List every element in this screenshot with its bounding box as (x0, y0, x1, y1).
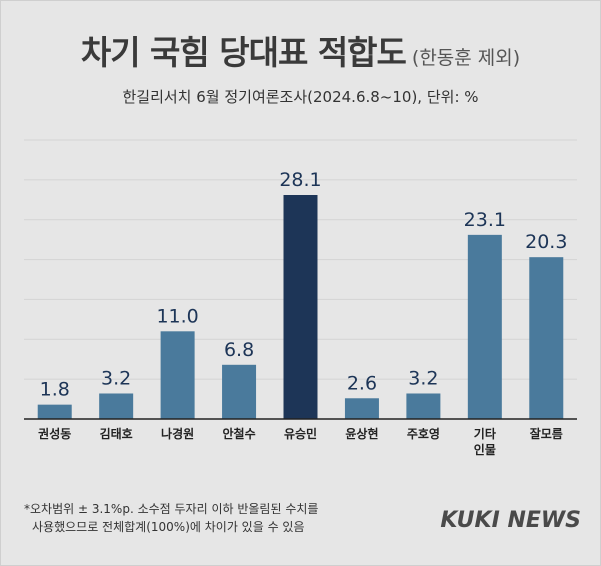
bar (529, 257, 564, 419)
category-label: 주호영 (407, 426, 440, 441)
bar (467, 234, 502, 419)
category-label: 나경원 (161, 426, 194, 441)
footnote: *오차범위 ± 3.1%p. 소수점 두자리 이하 반올림된 수치를 사용했으므… (24, 500, 318, 536)
value-label: 20.3 (525, 231, 567, 253)
bar (99, 393, 134, 419)
title-note: (한동훈 제외) (411, 47, 521, 69)
category-label: 잘모름 (530, 426, 563, 441)
footnote-line-1: *오차범위 ± 3.1%p. 소수점 두자리 이하 반올림된 수치를 (24, 502, 319, 516)
category-label: 유승민 (284, 426, 317, 441)
value-label: 28.1 (279, 169, 321, 191)
value-label: 3.2 (101, 367, 131, 389)
kuki-news-logo: KUKI NEWS (440, 508, 581, 533)
category-label: 안철수 (222, 426, 255, 441)
chart-subtitle: 한길리서치 6월 정기여론조사(2024.6.8~10), 단위: % (122, 88, 479, 106)
bar (37, 404, 72, 419)
value-label: 2.6 (347, 372, 377, 394)
bar (344, 398, 379, 419)
category-label: 인물 (474, 442, 496, 457)
value-label: 3.2 (408, 367, 438, 389)
value-label: 1.8 (40, 379, 70, 401)
category-label: 기타 (474, 426, 496, 441)
value-label: 11.0 (156, 305, 198, 327)
category-label: 윤상현 (345, 426, 378, 441)
title-main: 차기 국힘 당대표 적합도 (80, 33, 407, 72)
category-label: 권성동 (38, 427, 71, 441)
bar (406, 393, 441, 419)
footnote-line-2: 사용했으므로 전체합계(100%)에 차이가 있을 수 있음 (32, 520, 305, 534)
value-label: 6.8 (224, 339, 254, 361)
bar (222, 364, 257, 419)
category-label: 김태호 (100, 426, 133, 441)
value-label: 23.1 (464, 209, 506, 231)
chart-title: 차기 국힘 당대표 적합도 (한동훈 제외) (0, 26, 601, 74)
bar (160, 331, 195, 419)
bar (283, 195, 318, 419)
